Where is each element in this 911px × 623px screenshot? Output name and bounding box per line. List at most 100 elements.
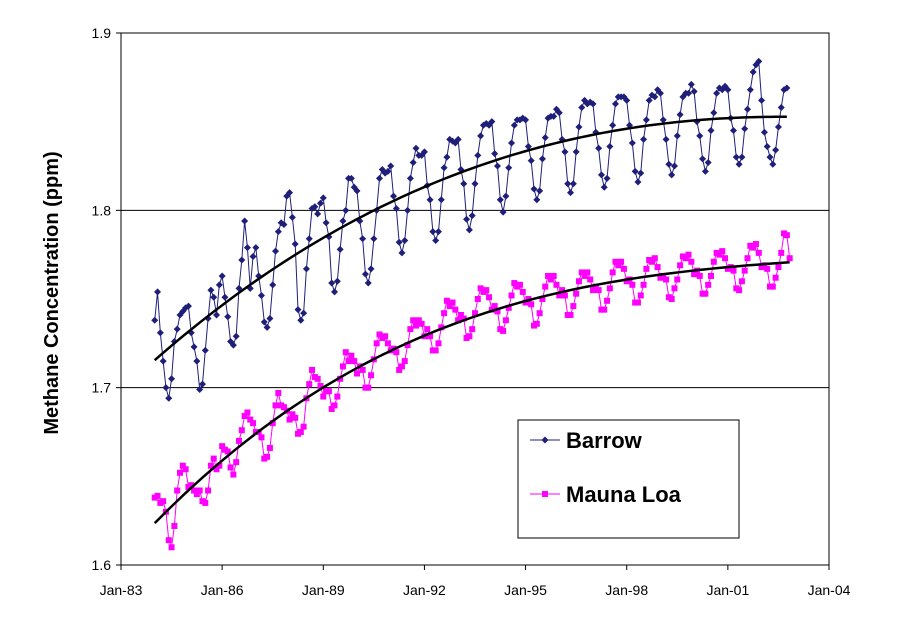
data-point: [359, 235, 367, 243]
data-point: [527, 157, 535, 165]
data-point: [500, 327, 507, 334]
data-point: [443, 297, 450, 304]
data-point: [373, 340, 380, 347]
data-point: [280, 404, 287, 411]
data-point: [750, 244, 757, 251]
data-point: [432, 236, 440, 244]
data-point: [173, 325, 181, 333]
data-point: [319, 194, 327, 202]
data-point: [190, 343, 198, 351]
data-point: [494, 308, 501, 315]
data-point: [567, 311, 574, 318]
data-point: [550, 272, 557, 279]
data-point: [704, 158, 712, 166]
data-point: [550, 112, 558, 120]
data-point: [654, 264, 661, 271]
data-point: [547, 276, 554, 283]
data-point: [292, 414, 299, 421]
data-point: [216, 462, 223, 469]
data-point: [382, 333, 389, 340]
data-point: [744, 105, 752, 113]
data-point: [486, 294, 493, 301]
data-point: [443, 153, 451, 161]
data-point: [289, 411, 296, 418]
data-point: [736, 287, 743, 294]
data-point: [424, 326, 431, 333]
data-point: [730, 267, 737, 274]
data-point: [670, 162, 678, 170]
data-point: [407, 326, 414, 333]
data-point: [266, 444, 273, 451]
data-point: [775, 264, 782, 271]
data-point: [191, 487, 198, 494]
data-point: [615, 262, 622, 269]
data-point: [499, 208, 507, 216]
data-point: [328, 279, 336, 287]
data-point: [345, 358, 352, 365]
data-point: [502, 317, 509, 324]
data-point: [404, 206, 412, 214]
data-point: [311, 203, 319, 211]
data-point: [207, 286, 215, 294]
data-point: [455, 317, 462, 324]
data-point: [368, 372, 375, 379]
data-point: [395, 238, 403, 246]
y-tick-label: 1.9: [92, 25, 112, 41]
data-point: [707, 127, 715, 135]
data-point: [454, 135, 462, 143]
data-point: [243, 244, 251, 252]
data-point: [555, 109, 563, 117]
data-point: [328, 405, 335, 412]
data-point: [488, 118, 496, 126]
x-tick-label: Jan-89: [302, 582, 345, 598]
data-point: [297, 316, 305, 324]
data-point: [269, 420, 276, 427]
data-point: [432, 347, 439, 354]
data-point: [233, 459, 240, 466]
data-point: [438, 324, 445, 331]
x-axis: Jan-83 Jan-86 Jan-89 Jan-92 Jan-95 Jan-98 Jan-…: [100, 565, 851, 598]
data-point: [260, 318, 268, 326]
data-point: [188, 482, 195, 489]
data-point: [288, 213, 296, 221]
data-point: [184, 302, 192, 310]
data-point: [367, 265, 375, 273]
data-point: [392, 205, 400, 213]
data-point: [688, 258, 695, 265]
data-point: [471, 180, 479, 188]
data-point: [491, 150, 499, 158]
data-point: [763, 142, 771, 150]
data-point: [401, 358, 408, 365]
data-point: [331, 402, 338, 409]
data-point: [274, 228, 282, 236]
data-point: [202, 499, 209, 506]
data-point: [530, 185, 538, 193]
data-point: [645, 96, 653, 104]
data-point: [249, 252, 257, 260]
data-point: [398, 363, 405, 370]
data-point: [634, 178, 642, 186]
data-point: [738, 153, 746, 161]
data-point: [334, 393, 341, 400]
data-point: [250, 420, 257, 427]
data-point: [241, 217, 249, 225]
data-point: [171, 522, 178, 529]
data-point: [258, 434, 265, 441]
trend-line-barrow: [153, 115, 787, 362]
data-point: [390, 192, 398, 200]
data-point: [325, 388, 332, 395]
x-tick-label: Jan-83: [100, 582, 143, 598]
data-point: [699, 155, 707, 163]
data-point: [772, 146, 780, 154]
data-point: [539, 296, 546, 302]
data-point: [702, 290, 709, 297]
data-point: [247, 416, 254, 423]
data-point: [286, 189, 294, 197]
data-point: [685, 251, 692, 258]
data-point: [677, 262, 684, 269]
data-point: [561, 148, 569, 156]
data-point: [168, 544, 175, 551]
data-point: [434, 228, 442, 236]
data-point: [559, 287, 566, 294]
y-tick-label: 1.8: [92, 202, 112, 218]
